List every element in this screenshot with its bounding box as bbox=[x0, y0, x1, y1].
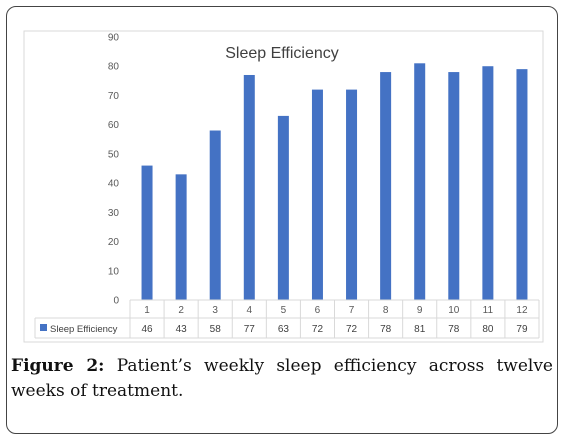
y-tick-label-1: 10 bbox=[108, 266, 120, 277]
x-tick-label-4: 4 bbox=[247, 305, 253, 316]
x-tick-label-2: 2 bbox=[178, 305, 184, 316]
y-tick-label-8: 80 bbox=[108, 62, 120, 73]
x-tick-label-3: 3 bbox=[212, 305, 218, 316]
x-tick-label-5: 5 bbox=[281, 305, 287, 316]
table-value-week-5: 63 bbox=[278, 324, 290, 335]
x-tick-label-12: 12 bbox=[516, 305, 528, 316]
x-tick-label-10: 10 bbox=[448, 305, 460, 316]
data-table: 1 46 2 43 3 58 4 77 5 63 6 72 7 72 8 78 9 81 10 78 11 80 12 79 S… bbox=[34, 299, 540, 339]
table-value-week-2: 43 bbox=[176, 324, 188, 335]
y-tick-label-9: 90 bbox=[108, 33, 120, 44]
chart-title: Sleep Efficiency bbox=[225, 45, 339, 62]
table-value-week-3: 58 bbox=[210, 324, 222, 335]
bar-week-3 bbox=[209, 130, 221, 300]
figure-caption: Figure 2: Patient’s weekly sleep efficie… bbox=[11, 354, 553, 404]
table-value-week-4: 77 bbox=[244, 324, 256, 335]
bar-week-10 bbox=[448, 72, 460, 300]
table-value-week-12: 79 bbox=[516, 324, 528, 335]
bar-week-11 bbox=[482, 66, 494, 300]
x-tick-label-11: 11 bbox=[483, 305, 494, 316]
y-tick-label-0: 0 bbox=[113, 296, 119, 307]
table-value-week-8: 78 bbox=[380, 324, 392, 335]
y-axis: 0 10 20 30 40 50 60 70 80 90 bbox=[108, 33, 120, 307]
table-value-week-10: 78 bbox=[448, 324, 460, 335]
x-tick-label-1: 1 bbox=[144, 305, 150, 316]
table-value-week-1: 46 bbox=[141, 324, 153, 335]
bar-week-12 bbox=[516, 69, 528, 301]
table-value-week-11: 80 bbox=[482, 324, 494, 335]
y-tick-label-7: 70 bbox=[108, 91, 120, 102]
y-tick-label-3: 30 bbox=[108, 208, 120, 219]
bar-week-9 bbox=[414, 63, 426, 300]
bar-week-5 bbox=[277, 115, 289, 301]
y-tick-label-5: 50 bbox=[108, 149, 120, 160]
table-value-week-7: 72 bbox=[346, 324, 358, 335]
table-value-week-9: 81 bbox=[414, 324, 426, 335]
bar-series bbox=[141, 63, 528, 301]
table-value-week-6: 72 bbox=[312, 324, 324, 335]
x-tick-label-9: 9 bbox=[417, 305, 423, 316]
y-tick-label-6: 60 bbox=[108, 120, 120, 131]
bar-week-8 bbox=[380, 72, 392, 300]
x-tick-label-6: 6 bbox=[315, 305, 321, 316]
legend-series-name: Sleep Efficiency bbox=[50, 324, 118, 335]
bar-week-6 bbox=[311, 89, 323, 300]
bar-week-4 bbox=[243, 74, 255, 300]
bar-week-1 bbox=[141, 165, 153, 300]
x-tick-label-8: 8 bbox=[383, 305, 389, 316]
bar-week-7 bbox=[346, 89, 358, 300]
bar-week-2 bbox=[175, 174, 187, 300]
y-tick-label-2: 20 bbox=[108, 237, 120, 248]
caption-label: Figure 2: bbox=[11, 356, 105, 376]
y-tick-label-4: 40 bbox=[108, 179, 120, 190]
legend-swatch bbox=[40, 324, 47, 331]
x-tick-label-7: 7 bbox=[349, 305, 355, 316]
caption-text: Patient’s weekly sleep efficiency across… bbox=[11, 356, 553, 401]
